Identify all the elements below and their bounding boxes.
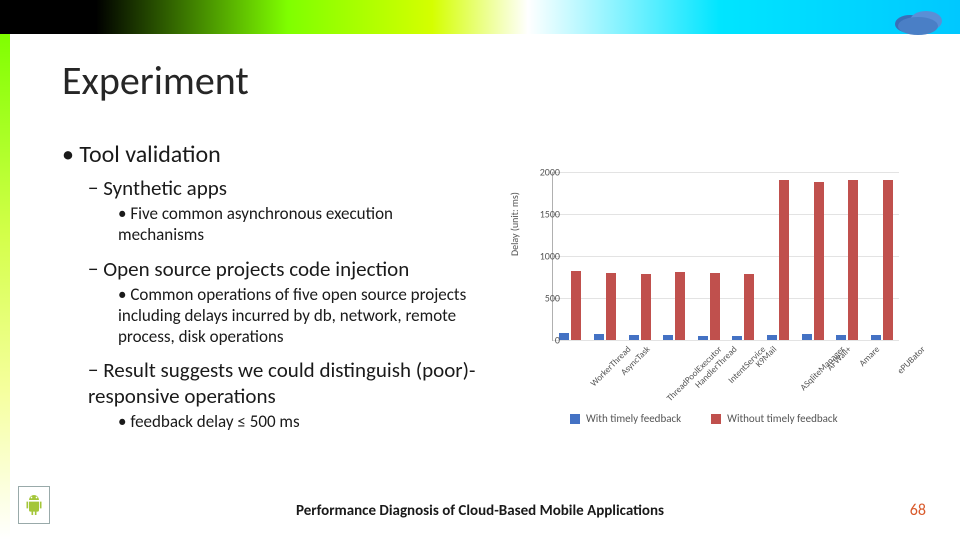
bullet-lvl3: Common operations of five open source pr… xyxy=(118,284,482,348)
chart-bar xyxy=(883,180,893,340)
chart-xcategory: Amare xyxy=(857,344,882,369)
chart-gridline xyxy=(553,298,899,299)
chart-gridline xyxy=(553,172,899,173)
legend-swatch xyxy=(711,414,721,424)
chart-bar xyxy=(594,334,604,340)
delay-bar-chart: Delay (unit: ms) With timely feedbackWit… xyxy=(510,160,910,440)
legend-item: With timely feedback xyxy=(570,412,681,425)
bullet-lvl3: feedback delay ≤ 500 ms xyxy=(118,411,482,432)
bullet-lvl3: Five common asynchronous execution mecha… xyxy=(118,203,482,246)
chart-ytick: 2000 xyxy=(540,166,560,179)
legend-swatch xyxy=(570,414,580,424)
cloud-logo xyxy=(888,4,948,38)
chart-bar xyxy=(744,274,754,340)
bullet-lvl2: Result suggests we could distinguish (po… xyxy=(88,357,482,409)
chart-bar xyxy=(848,180,858,340)
chart-bar xyxy=(767,335,777,340)
chart-ylabel: Delay (unit: ms) xyxy=(508,192,521,256)
bullet-lvl2: Synthetic apps xyxy=(88,175,482,201)
bullet-lvl1: Tool validation xyxy=(62,140,482,169)
page-number: 68 xyxy=(910,501,926,520)
chart-bar xyxy=(606,273,616,340)
chart-xcategory: ePUBator xyxy=(895,344,927,376)
chart-bar xyxy=(641,274,651,340)
left-gradient-strip xyxy=(0,34,10,540)
chart-ytick: 1000 xyxy=(540,250,560,263)
chart-bar xyxy=(814,182,824,340)
chart-plot-area xyxy=(552,172,899,341)
chart-bar xyxy=(732,336,742,340)
chart-bar xyxy=(629,335,639,340)
chart-ytick: 500 xyxy=(545,292,560,305)
bullet-content: Tool validation Synthetic apps Five comm… xyxy=(62,140,482,443)
android-icon xyxy=(18,486,50,524)
chart-bar xyxy=(802,334,812,340)
chart-bar xyxy=(663,335,673,340)
chart-ytick: 0 xyxy=(555,334,560,347)
chart-bar xyxy=(698,336,708,340)
legend-item: Without timely feedback xyxy=(711,412,837,425)
slide-title: Experiment xyxy=(62,56,249,105)
chart-legend: With timely feedback Without timely feedb… xyxy=(570,412,838,425)
chart-ytick: 1500 xyxy=(540,208,560,221)
chart-gridline xyxy=(553,256,899,257)
chart-gridline xyxy=(553,340,899,341)
chart-bar xyxy=(710,273,720,340)
bullet-lvl2: Open source projects code injection xyxy=(88,256,482,282)
chart-gridline xyxy=(553,214,899,215)
chart-bar xyxy=(675,272,685,340)
chart-bar xyxy=(779,180,789,340)
footer-title: Performance Diagnosis of Cloud-Based Mob… xyxy=(0,502,960,520)
chart-bar xyxy=(871,335,881,340)
chart-bar xyxy=(836,335,846,340)
top-gradient-band xyxy=(0,0,960,34)
chart-bar xyxy=(559,333,569,340)
chart-bar xyxy=(571,271,581,340)
